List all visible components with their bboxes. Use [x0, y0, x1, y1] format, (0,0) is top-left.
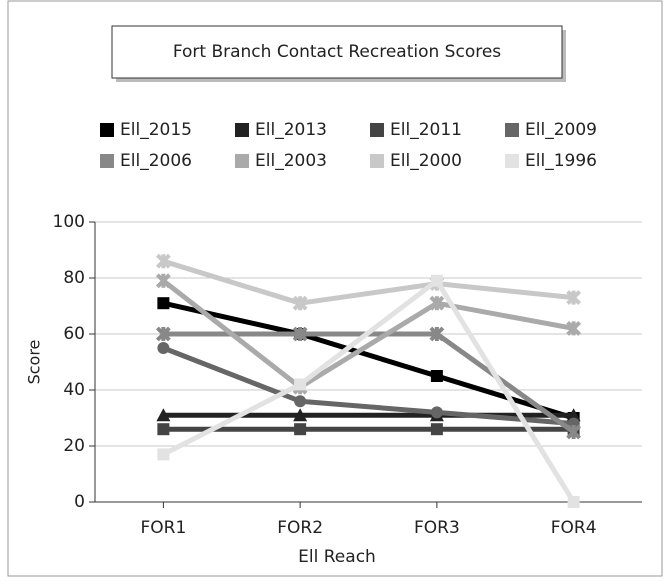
point	[155, 253, 171, 269]
point	[566, 290, 582, 306]
title-box	[111, 25, 563, 79]
legend-swatch	[505, 123, 519, 137]
legend-label: Ell_2015	[120, 120, 192, 140]
point	[157, 342, 170, 354]
point	[292, 326, 308, 342]
point	[567, 496, 580, 508]
point	[294, 395, 307, 408]
point	[430, 406, 443, 419]
series-line	[162, 300, 575, 421]
x-tick-label: FOR1	[140, 518, 186, 538]
legend-swatch	[505, 154, 519, 168]
point	[155, 273, 171, 289]
y-tick-label: 80	[63, 268, 85, 288]
x-tick-label: FOR4	[551, 518, 597, 538]
x-tick-label: FOR2	[277, 518, 323, 538]
legend-label: Ell_2011	[390, 120, 462, 140]
legend-label: Ell_1996	[525, 151, 597, 171]
point	[566, 424, 582, 440]
legend-label: Ell_2000	[390, 151, 462, 171]
point	[157, 448, 170, 461]
legend-swatch	[100, 123, 114, 137]
y-axis-label: Score	[25, 340, 44, 385]
point	[157, 423, 170, 436]
y-tick-label: 20	[63, 436, 85, 456]
series-line	[162, 345, 574, 427]
legend-label: Ell_2009	[525, 120, 597, 140]
series-line	[161, 278, 575, 390]
y-tick-label: 0	[74, 492, 85, 512]
point	[566, 320, 582, 336]
point	[294, 423, 307, 436]
x-axis-label: Ell Reach	[298, 547, 376, 567]
point	[430, 370, 443, 382]
series-line	[162, 278, 576, 504]
point	[156, 408, 171, 422]
chart-title: Fort Branch Contact Recreation Scores	[173, 42, 501, 62]
legend-swatch	[100, 154, 114, 168]
y-tick-label: 100	[53, 212, 85, 232]
point	[429, 326, 445, 342]
point	[430, 274, 443, 287]
series-line	[162, 258, 574, 306]
y-tick-label: 40	[63, 380, 85, 400]
legend-swatch	[370, 123, 384, 137]
point	[293, 408, 308, 422]
legend-swatch	[235, 123, 249, 137]
point	[566, 408, 581, 422]
chart-frame	[7, 0, 663, 577]
point	[157, 297, 170, 310]
point	[292, 295, 308, 311]
point	[294, 378, 307, 391]
point	[429, 295, 445, 311]
legend-label: Ell_2003	[255, 151, 327, 171]
y-tick-label: 60	[63, 324, 85, 344]
x-tick-label: FOR3	[414, 518, 460, 538]
point	[155, 326, 171, 342]
legend-label: Ell_2006	[120, 151, 192, 171]
legend-swatch	[370, 154, 384, 168]
legend-swatch	[235, 154, 249, 168]
point	[430, 423, 443, 436]
legend-label: Ell_2013	[255, 120, 327, 140]
